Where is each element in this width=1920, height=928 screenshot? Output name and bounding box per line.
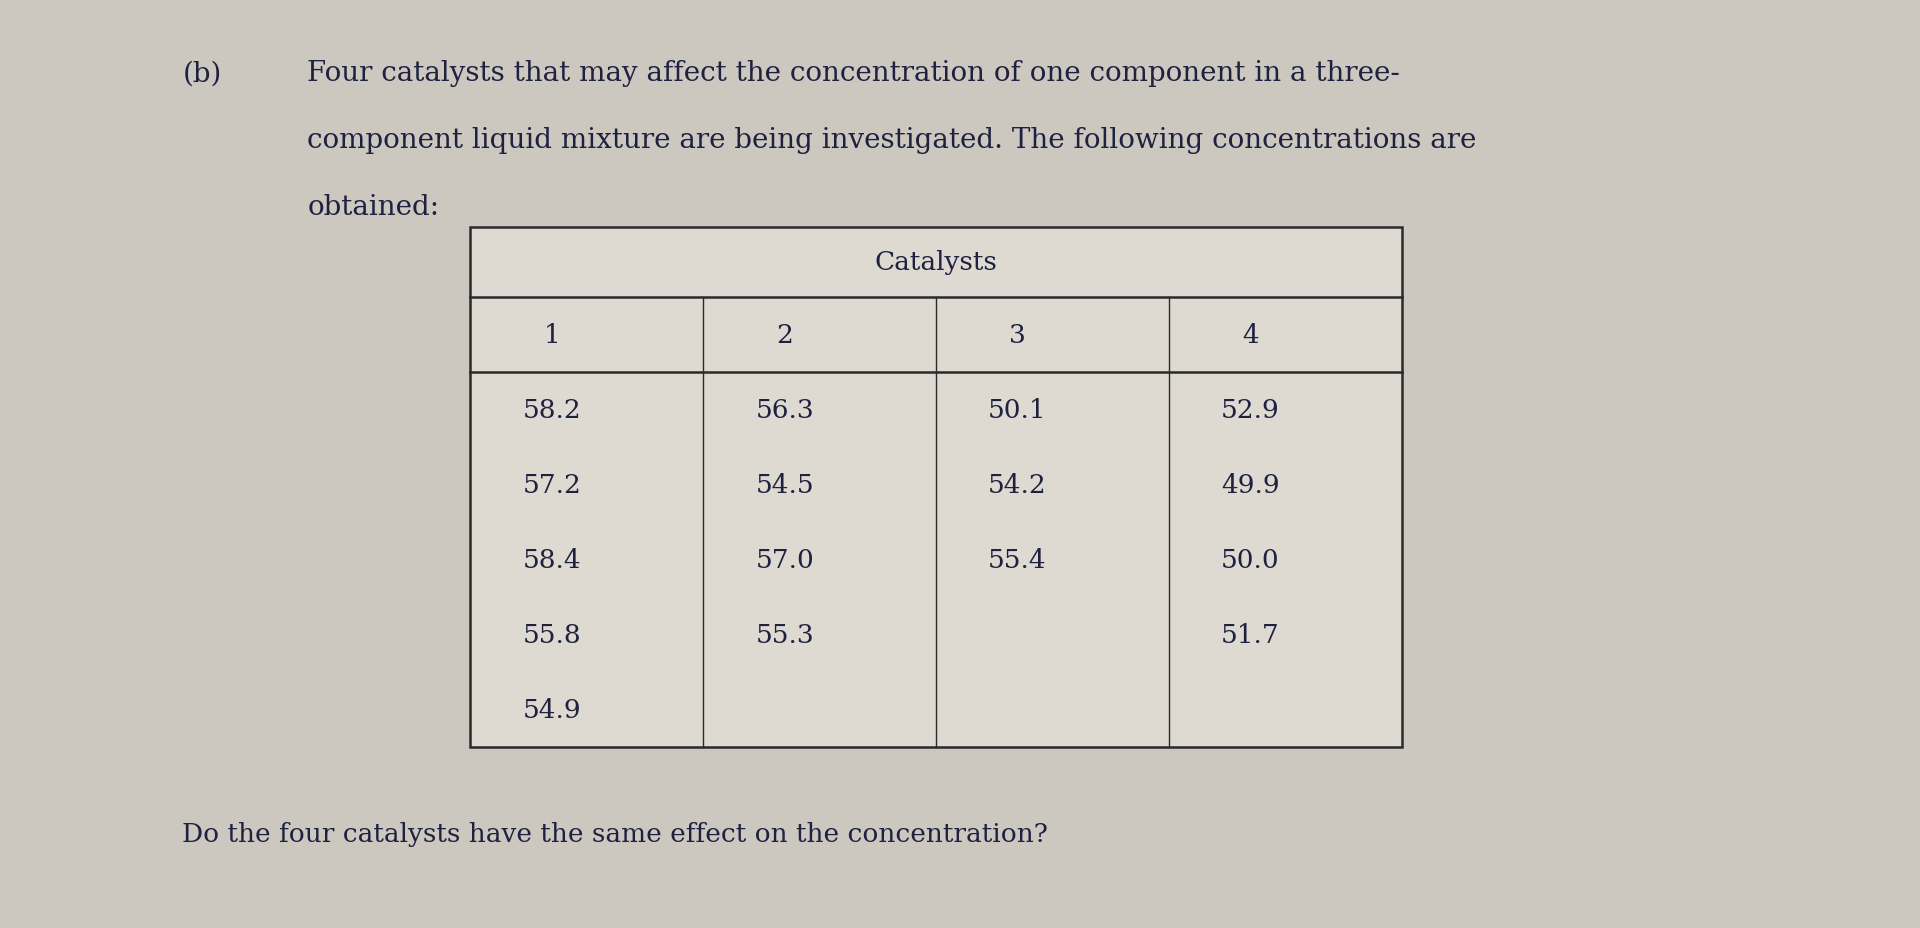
Text: 54.2: 54.2 [989,472,1046,497]
Text: 55.4: 55.4 [989,548,1046,573]
Text: 3: 3 [1010,323,1025,348]
Text: 4: 4 [1242,323,1260,348]
Text: 57.2: 57.2 [522,472,582,497]
Text: 58.2: 58.2 [522,398,582,423]
Text: 56.3: 56.3 [755,398,814,423]
Text: 57.0: 57.0 [755,548,814,573]
Text: 55.3: 55.3 [755,623,814,647]
Text: 50.0: 50.0 [1221,548,1279,573]
Text: 1: 1 [543,323,561,348]
Text: 55.8: 55.8 [522,623,582,647]
Text: 54.9: 54.9 [522,697,582,722]
Text: (b): (b) [182,60,223,87]
Text: 58.4: 58.4 [522,548,582,573]
Text: 2: 2 [776,323,793,348]
Text: 51.7: 51.7 [1221,623,1279,647]
Text: 52.9: 52.9 [1221,398,1279,423]
Text: obtained:: obtained: [307,194,440,221]
Text: Catalysts: Catalysts [876,250,996,275]
Text: component liquid mixture are being investigated. The following concentrations ar: component liquid mixture are being inves… [307,127,1476,154]
Text: Four catalysts that may affect the concentration of one component in a three-: Four catalysts that may affect the conce… [307,60,1400,87]
Text: 54.5: 54.5 [755,472,814,497]
Text: 49.9: 49.9 [1221,472,1279,497]
Text: Do the four catalysts have the same effect on the concentration?: Do the four catalysts have the same effe… [182,821,1048,846]
Text: 50.1: 50.1 [989,398,1046,423]
